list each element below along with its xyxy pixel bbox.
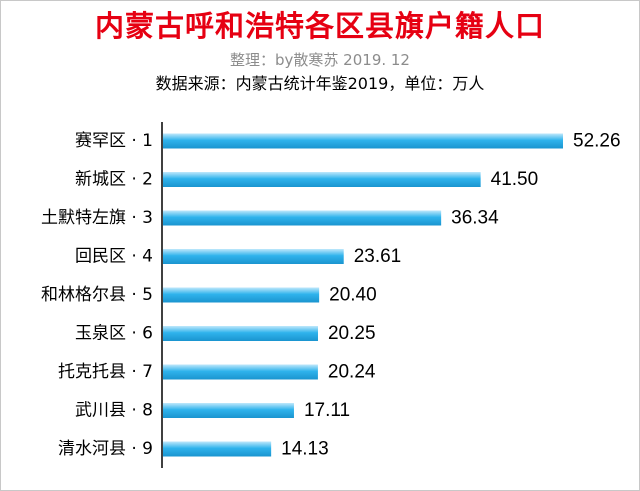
- value-label: 14.13: [281, 439, 329, 460]
- category-label: 土默特左旗 · 3: [41, 208, 153, 228]
- value-label: 20.24: [328, 362, 376, 383]
- bar: [163, 172, 481, 187]
- category-label: 新城区 · 2: [75, 170, 153, 190]
- category-label: 和林格尔县 · 5: [41, 285, 153, 305]
- category-label: 托克托县 · 7: [58, 362, 153, 382]
- category-label: 赛罕区 · 1: [75, 130, 153, 151]
- bar: [163, 133, 563, 149]
- category-label: 回民区 · 4: [75, 247, 153, 267]
- bar: [163, 326, 318, 341]
- value-label: 20.25: [328, 323, 376, 344]
- category-label: 玉泉区 · 6: [75, 324, 153, 344]
- bar: [163, 287, 320, 303]
- chart-subtitle: 整理：by散寒苏 2019. 12: [230, 51, 410, 69]
- value-label: 41.50: [491, 169, 539, 190]
- bars-layer: 赛罕区 · 1 52.26 新城区 · 2 41.50 土默特左旗 · 3 36.34 回民…: [41, 130, 621, 460]
- value-label: 52.26: [573, 131, 621, 152]
- bar: [163, 249, 344, 264]
- category-label: 清水河县 · 9: [58, 439, 153, 459]
- category-label: 武川县 · 8: [75, 401, 153, 421]
- bar: [163, 210, 442, 226]
- bar: [163, 403, 294, 418]
- value-label: 36.34: [451, 208, 499, 229]
- value-label: 23.61: [354, 246, 402, 267]
- chart-title: 内蒙古呼和浩特各区县旗户籍人口: [94, 9, 545, 43]
- bar: [163, 441, 272, 457]
- data-source-note: 数据来源：内蒙古统计年鉴2019，单位：万人: [155, 74, 485, 93]
- value-label: 17.11: [304, 400, 350, 421]
- bar: [163, 364, 318, 380]
- value-label: 20.40: [329, 285, 377, 306]
